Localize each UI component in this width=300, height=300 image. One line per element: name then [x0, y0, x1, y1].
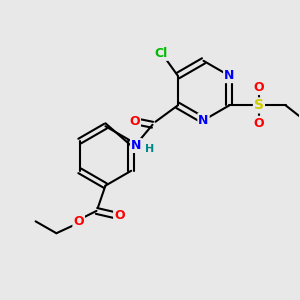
- Text: O: O: [254, 117, 264, 130]
- Text: O: O: [254, 81, 264, 94]
- Text: Cl: Cl: [155, 47, 168, 60]
- Text: N: N: [131, 139, 141, 152]
- Text: O: O: [129, 115, 140, 128]
- Text: H: H: [145, 143, 154, 154]
- Text: O: O: [74, 215, 84, 228]
- Text: N: N: [224, 69, 234, 82]
- Text: N: N: [198, 114, 209, 127]
- Text: O: O: [114, 209, 125, 222]
- Text: S: S: [254, 98, 264, 112]
